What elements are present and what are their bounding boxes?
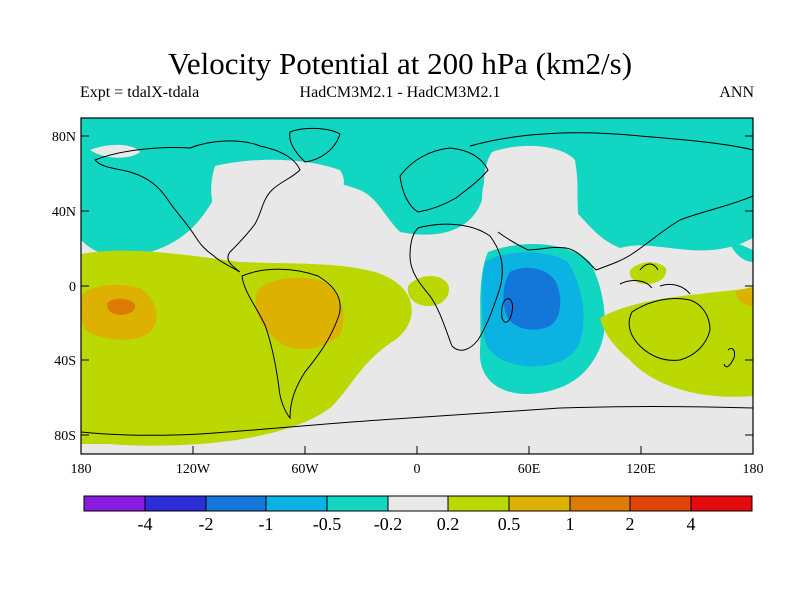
colorbar-label-6: 0.2 xyxy=(437,514,460,534)
contour-neutral-asia xyxy=(484,145,578,233)
coast-australia xyxy=(628,298,711,361)
coast-africa xyxy=(409,223,503,351)
contour-pos-dateline xyxy=(736,288,753,306)
colorbar-label-9: 2 xyxy=(626,514,635,534)
lon-label-120e: 120E xyxy=(626,462,656,477)
colorbar-label-7: 0.5 xyxy=(498,514,521,534)
colorbar: -4 -2 -1 -0.5 -0.2 0.2 0.5 1 2 4 xyxy=(83,495,753,534)
contour-pos-australia xyxy=(600,286,753,397)
colorbar-box-7 xyxy=(448,496,509,511)
lon-label-60w: 60W xyxy=(291,462,319,477)
coast-indonesia xyxy=(619,263,691,295)
colorbar-box-3 xyxy=(206,496,266,511)
contour-field xyxy=(81,118,753,454)
contour-pos-east-pacific-core xyxy=(107,298,136,315)
map-title: Velocity Potential at 200 hPa (km2/s) xyxy=(167,46,633,81)
lat-label-40s: 40S xyxy=(54,354,76,369)
colorbar-label-3: -1 xyxy=(259,514,274,534)
contour-neg-indian-1 xyxy=(503,267,561,330)
colorbar-label-2: -2 xyxy=(199,514,214,534)
colorbar-label-1: -4 xyxy=(138,514,153,534)
coastlines xyxy=(81,127,753,436)
colorbar-box-9 xyxy=(570,496,630,511)
colorbar-frame xyxy=(83,495,753,512)
contour-pos-southern-ocean xyxy=(81,420,200,444)
colorbar-label-5: -0.2 xyxy=(374,514,403,534)
lat-ticks xyxy=(81,135,753,436)
lat-label-80n: 80N xyxy=(52,130,76,145)
colorbar-box-11 xyxy=(691,496,752,511)
colorbar-box-5 xyxy=(327,496,388,511)
colorbar-box-1 xyxy=(84,496,145,511)
lat-label-80s: 80S xyxy=(54,429,76,444)
coast-europe xyxy=(399,147,489,213)
colorbar-label-8: 1 xyxy=(566,514,575,534)
colorbar-dividers xyxy=(144,496,692,511)
contour-neutral-atlantic xyxy=(211,159,344,230)
contour-pos-south-america xyxy=(255,277,344,350)
colorbar-box-10 xyxy=(630,496,691,511)
coast-north-america xyxy=(94,140,301,273)
contour-neutral-arctic xyxy=(90,144,140,158)
lon-label-0: 0 xyxy=(414,462,421,477)
contour-neg-east-pacific xyxy=(728,240,753,262)
contour-pos-africa xyxy=(407,275,449,306)
colorbar-box-4 xyxy=(266,496,327,511)
lon-label-60e: 60E xyxy=(518,462,541,477)
coast-new-zealand xyxy=(723,347,735,368)
colorbar-box-8 xyxy=(509,496,570,511)
colorbar-label-10: 4 xyxy=(687,514,696,534)
experiment-label: Expt = tdalX-tdala xyxy=(80,84,200,101)
coast-greenland xyxy=(289,127,341,163)
lat-label-40n: 40N xyxy=(52,205,76,220)
coast-south-america xyxy=(241,268,341,420)
coast-madagascar xyxy=(501,298,513,323)
lon-label-180e: 180 xyxy=(743,462,764,477)
lon-label-120w: 120W xyxy=(176,462,211,477)
lon-label-180w: 180 xyxy=(71,462,92,477)
coast-asia xyxy=(469,132,753,271)
colorbar-label-4: -0.5 xyxy=(313,514,342,534)
coast-antarctica xyxy=(81,406,753,436)
contour-neg-north xyxy=(81,118,753,257)
lat-label-equator: 0 xyxy=(69,280,76,295)
lon-ticks xyxy=(192,446,642,454)
colorbar-box-6 xyxy=(388,496,448,511)
colorbar-box-2 xyxy=(145,496,206,511)
model-label: HadCM3M2.1 - HadCM3M2.1 xyxy=(299,84,501,101)
season-label: ANN xyxy=(719,84,754,101)
